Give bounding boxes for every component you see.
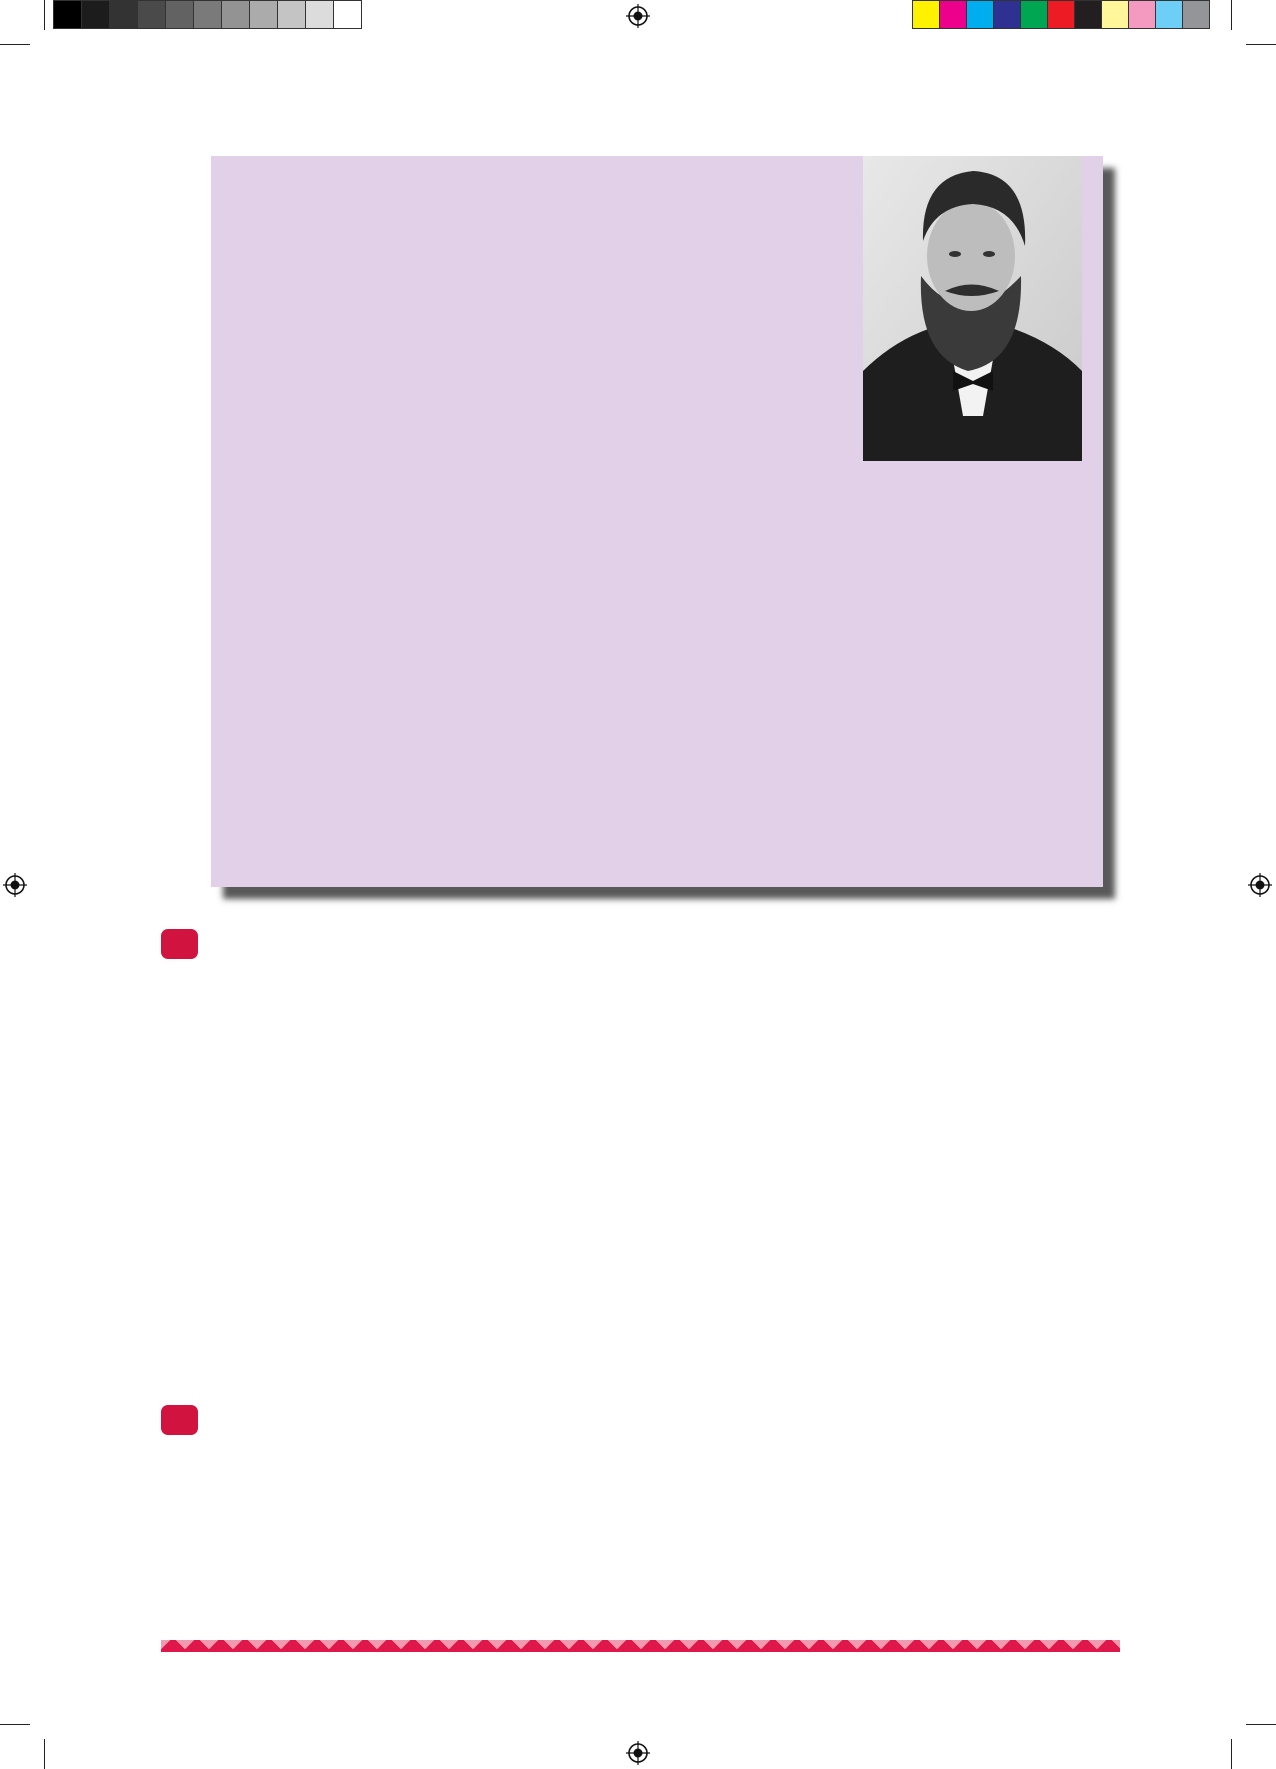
grayscale-calibration-bar: [53, 0, 362, 29]
color-swatch: [138, 0, 166, 29]
color-swatch: [222, 0, 250, 29]
color-swatch: [194, 0, 222, 29]
color-swatch: [1102, 0, 1129, 29]
color-swatch: [1075, 0, 1102, 29]
color-swatch: [1021, 0, 1048, 29]
info-panel: [211, 156, 1103, 887]
crop-mark: [44, 1739, 45, 1769]
decorative-footer-strip: [161, 1640, 1120, 1652]
crop-mark: [44, 0, 45, 30]
crop-mark: [0, 44, 30, 45]
crop-mark: [1246, 44, 1276, 45]
color-swatch: [306, 0, 334, 29]
color-swatch: [1156, 0, 1183, 29]
crop-mark: [1231, 1739, 1232, 1769]
section-marker: [161, 929, 198, 959]
color-swatch: [1183, 0, 1210, 29]
registration-mark-icon: [626, 1741, 650, 1765]
color-calibration-bar: [912, 0, 1210, 29]
portrait-photo-icon: [863, 156, 1082, 461]
registration-mark-icon: [3, 873, 27, 897]
registration-mark-icon: [1248, 873, 1272, 897]
section-marker: [161, 1405, 198, 1435]
color-swatch: [82, 0, 110, 29]
color-swatch: [912, 0, 940, 29]
color-swatch: [53, 0, 82, 29]
color-swatch: [166, 0, 194, 29]
color-swatch: [250, 0, 278, 29]
crop-mark: [1246, 1724, 1276, 1725]
color-swatch: [967, 0, 994, 29]
crop-mark: [0, 1724, 30, 1725]
color-swatch: [334, 0, 362, 29]
color-swatch: [1048, 0, 1075, 29]
color-swatch: [940, 0, 967, 29]
crop-mark: [1231, 0, 1232, 30]
color-swatch: [1129, 0, 1156, 29]
color-swatch: [278, 0, 306, 29]
color-swatch: [110, 0, 138, 29]
registration-mark-icon: [626, 4, 650, 28]
color-swatch: [994, 0, 1021, 29]
